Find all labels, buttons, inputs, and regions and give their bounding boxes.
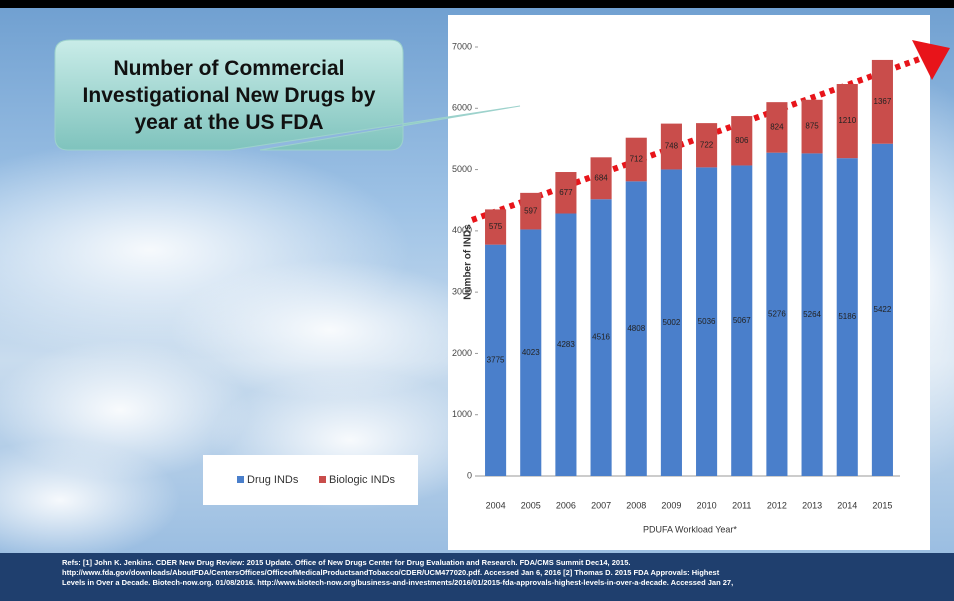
data-label: 4283 [557, 340, 575, 349]
x-tick-label: 2009 [661, 500, 681, 510]
callout-box: Number of Commercial Investigational New… [82, 56, 376, 134]
data-label: 597 [524, 206, 538, 215]
data-label: 5276 [768, 309, 786, 318]
bar-segment [660, 123, 682, 170]
bar-segment [590, 199, 612, 477]
x-axis-label: PDUFA Workload Year* [643, 524, 737, 534]
bar-segment [555, 172, 577, 214]
legend-swatch [319, 476, 326, 483]
bar-segment [660, 169, 682, 476]
y-axis-label: Number of INDs [463, 224, 474, 300]
y-tick-label: 3000 [452, 287, 472, 297]
data-label: 1367 [874, 97, 892, 106]
x-tick-label: 2008 [626, 500, 646, 510]
bar-segment [731, 116, 753, 166]
data-label: 4808 [627, 324, 645, 333]
bar-segment [871, 59, 893, 144]
bar-segment [625, 181, 647, 476]
data-label: 5186 [838, 312, 856, 321]
data-label: 5036 [698, 317, 716, 326]
x-tick-label: 2007 [591, 500, 611, 510]
data-label: 875 [805, 122, 819, 131]
legend-swatch [237, 476, 244, 483]
refs-text: Levels in Over a Decade. Biotech-now.org… [62, 578, 733, 587]
y-tick-label: 0 [467, 470, 472, 480]
bar-segment [485, 209, 507, 245]
data-label: 748 [665, 142, 679, 151]
bar-segment [731, 165, 753, 477]
refs-bar [0, 553, 954, 601]
bar-segment [520, 229, 542, 476]
chart-title: Number of Commercial Investigational New… [82, 56, 376, 134]
bar-segment [696, 167, 718, 476]
y-tick-label: 1000 [452, 409, 472, 419]
callout [54, 39, 521, 151]
data-label: 684 [594, 173, 608, 182]
data-label: 4516 [592, 333, 610, 342]
bar-segment [766, 152, 788, 477]
bar-segment [836, 158, 858, 476]
y-tick-label: 6000 [452, 103, 472, 113]
x-tick-label: 2010 [697, 500, 717, 510]
data-label: 5002 [663, 318, 681, 327]
bar-segment [801, 99, 823, 154]
bar-segment [871, 143, 893, 476]
bar-segment [696, 123, 718, 168]
x-tick-label: 2011 [732, 500, 751, 510]
cloud [0, 440, 180, 560]
x-tick-label: 2012 [767, 500, 787, 510]
x-tick-label: 2005 [521, 500, 541, 510]
bar-segment [801, 153, 823, 476]
data-label: 575 [489, 222, 503, 231]
refs-text: Refs: [1] John K. Jenkins. CDER New Drug… [62, 558, 630, 567]
bar-segment [555, 213, 577, 476]
bar-segment [590, 157, 612, 200]
data-label: 712 [630, 155, 644, 164]
y-tick-label: 2000 [452, 348, 472, 358]
data-label: 5422 [874, 305, 892, 314]
x-tick-label: 2014 [837, 500, 857, 510]
bar-segment [766, 102, 788, 153]
bar-segment [485, 244, 507, 476]
data-label: 5264 [803, 310, 821, 319]
bar-segment [836, 84, 858, 159]
data-label: 806 [735, 136, 749, 145]
cloud [170, 260, 490, 400]
data-label: 722 [700, 140, 714, 149]
legend-label: Biologic INDs [329, 474, 396, 486]
data-label: 677 [559, 188, 573, 197]
data-label: 4023 [522, 348, 540, 357]
top-bar [0, 0, 954, 8]
data-label: 824 [770, 123, 784, 132]
bar-segment [625, 137, 647, 182]
data-label: 5067 [733, 316, 751, 325]
y-tick-label: 4000 [452, 225, 472, 235]
refs-text: http://www.fda.gov/downloads/AboutFDA/Ce… [62, 568, 720, 577]
y-tick-label: 7000 [452, 41, 472, 51]
arrow-head [912, 40, 950, 80]
data-label: 3775 [487, 355, 505, 364]
x-tick-label: 2013 [802, 500, 822, 510]
bar-segment [520, 192, 542, 230]
x-tick-label: 2006 [556, 500, 576, 510]
data-label: 1210 [838, 116, 856, 125]
x-tick-label: 2004 [486, 500, 506, 510]
y-tick-label: 5000 [452, 164, 472, 174]
x-tick-label: 2015 [872, 500, 892, 510]
legend-label: Drug INDs [247, 474, 299, 486]
